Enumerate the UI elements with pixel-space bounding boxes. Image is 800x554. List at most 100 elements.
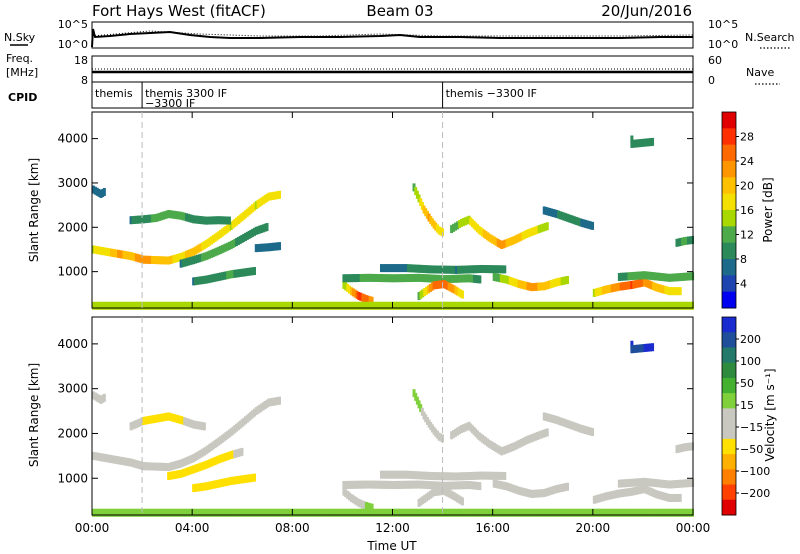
power-cell [438, 274, 442, 283]
velocity-cell [484, 508, 488, 517]
power-cell [218, 301, 222, 310]
power-cell [104, 301, 108, 310]
velocity-cell [196, 508, 200, 517]
velocity-cell [666, 493, 670, 502]
velocity-cell [558, 508, 562, 517]
power-ytick-label: 4000 [57, 132, 88, 146]
power-cell [446, 301, 450, 310]
velocity-cell [459, 496, 463, 505]
velocity-cell [465, 422, 469, 431]
velocity-cell [656, 479, 660, 488]
velocity-cell [229, 450, 233, 459]
velocity-cell [235, 449, 239, 458]
power-cell [682, 237, 686, 246]
power-cell [432, 220, 436, 229]
velocity-cell [588, 508, 592, 517]
velocity-cell [498, 446, 502, 455]
power-cell [669, 273, 673, 282]
power-cell [249, 267, 253, 276]
power-colorbar-cell [722, 112, 736, 129]
power-cell [632, 280, 636, 289]
power-cell [452, 223, 456, 232]
velocity-cell [403, 470, 407, 479]
velocity-cell [494, 444, 498, 453]
power-cell [432, 301, 436, 310]
power-cell [523, 281, 527, 290]
power-cell [168, 301, 172, 310]
power-cell [422, 205, 426, 214]
power-cell [371, 273, 375, 282]
velocity-cell [198, 508, 202, 517]
power-cell [461, 274, 465, 283]
velocity-cell [247, 474, 251, 483]
power-cell [457, 288, 461, 297]
freq-label-2: [MHz] [6, 66, 38, 79]
power-cell [348, 301, 352, 310]
power-cell [414, 264, 418, 273]
power-cell [476, 265, 480, 274]
velocity-cell [564, 508, 568, 517]
power-cell [132, 301, 136, 310]
velocity-cell [482, 471, 486, 480]
power-cell [430, 265, 434, 274]
power-cell [562, 276, 566, 285]
power-cell [136, 301, 140, 310]
velocity-cell [616, 508, 620, 517]
power-cell [350, 301, 354, 310]
power-cell [270, 192, 274, 201]
power-cell [677, 273, 681, 282]
velocity-cell [195, 464, 199, 473]
power-cell [572, 301, 576, 310]
power-cell [158, 212, 162, 221]
power-cell [346, 301, 350, 310]
power-cell [152, 214, 156, 223]
power-cell [174, 211, 178, 220]
velocity-cell [193, 453, 197, 462]
power-cell [165, 210, 169, 219]
power-cell [675, 273, 679, 282]
velocity-cell [231, 476, 235, 485]
power-cell [494, 237, 498, 246]
velocity-cell [228, 508, 232, 517]
velocity-cell [161, 462, 165, 471]
power-cell [656, 301, 660, 310]
power-cell [551, 208, 555, 217]
velocity-cell [365, 480, 369, 489]
power-cell [284, 301, 288, 310]
power-cell [545, 222, 549, 231]
power-colorbar-cell [722, 275, 736, 293]
power-cell [564, 276, 568, 285]
power-cell [619, 272, 623, 281]
power-cell [346, 284, 350, 293]
velocity-cell [446, 481, 450, 490]
power-cell [214, 301, 218, 310]
velocity-cell [472, 427, 476, 436]
freq-left-tick-bottom: 8 [81, 74, 88, 87]
velocity-cell [601, 493, 605, 502]
velocity-cell [435, 472, 439, 481]
power-cell [639, 139, 643, 148]
velocity-cell [417, 498, 421, 507]
velocity-cell [500, 508, 504, 517]
velocity-cell [432, 481, 436, 490]
velocity-cell [496, 445, 500, 454]
power-cell [461, 218, 465, 227]
power-cell [361, 293, 365, 302]
velocity-cell [621, 479, 625, 488]
velocity-cell [249, 474, 253, 483]
velocity-cell [445, 472, 449, 481]
power-cell [519, 280, 523, 289]
power-cell [358, 301, 362, 310]
power-cell [658, 272, 662, 281]
velocity-cell [457, 481, 461, 490]
velocity-cell [382, 480, 386, 489]
velocity-cell [423, 494, 427, 503]
velocity-cell [210, 481, 214, 490]
velocity-cell [167, 463, 171, 472]
velocity-cell [344, 508, 348, 517]
velocity-cell [450, 491, 454, 500]
power-cell [357, 274, 361, 283]
power-cell [227, 241, 231, 250]
power-cell [414, 301, 418, 310]
power-cell [185, 250, 189, 259]
